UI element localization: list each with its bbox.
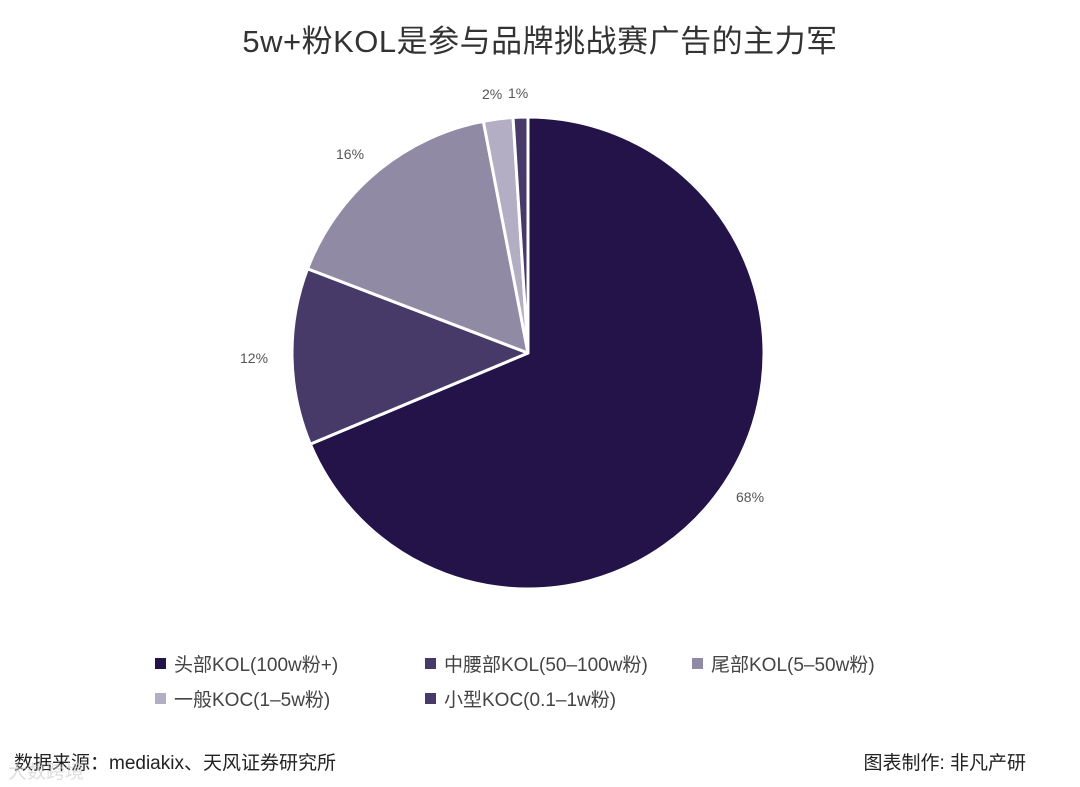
label-68: 68% [736, 489, 765, 505]
legend-label: 头部KOL(100w粉+) [174, 655, 339, 676]
label-1: 1% [508, 85, 529, 101]
legend-label: 中腰部KOL(50–100w粉) [444, 655, 648, 676]
legend-label: 小型KOC(0.1–1w粉) [444, 690, 617, 711]
pie-slice [290, 267, 530, 446]
data-source: 数据来源：mediakix、天风证券研究所 [14, 753, 336, 774]
legend-swatch [692, 658, 703, 669]
pie-slices [290, 115, 766, 591]
legend-label: 一般KOC(1–5w粉) [174, 690, 331, 711]
legend-item-general-koc: 一般KOC(1–5w粉) [155, 685, 330, 712]
legend-item-small-koc: 小型KOC(0.1–1w粉) [425, 685, 616, 712]
chart-title: 5w+粉KOL是参与品牌挑战赛广告的主力军 [242, 24, 838, 59]
label-2: 2% [482, 86, 503, 102]
label-16: 16% [336, 146, 365, 162]
legend-swatch [425, 658, 436, 669]
label-12: 12% [240, 350, 269, 366]
pie-slice [308, 115, 766, 591]
pie-slice [306, 119, 530, 355]
legend-swatch [155, 693, 166, 704]
watermark: 大数跨境 [8, 762, 85, 783]
pie-slice [511, 115, 530, 355]
legend-item-tail-kol: 尾部KOL(5–50w粉) [692, 650, 875, 677]
legend-item-head-kol: 头部KOL(100w粉+) [155, 650, 338, 677]
legend-swatch [155, 658, 166, 669]
chart-credit: 图表制作: 非凡产研 [863, 753, 1026, 774]
legend-swatch [425, 693, 436, 704]
legend-item-mid-kol: 中腰部KOL(50–100w粉) [425, 650, 648, 677]
legend-label: 尾部KOL(5–50w粉) [711, 655, 875, 676]
